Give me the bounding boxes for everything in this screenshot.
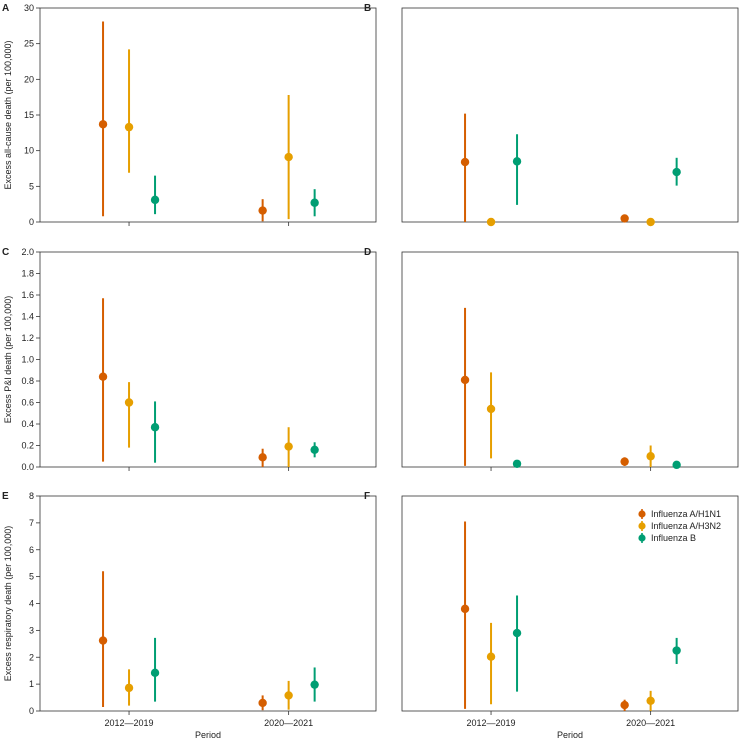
panel-e: E 0 1 2 3 4 5 6 7 8 Excess respiratory death (per … (2, 491, 377, 739)
y-tick-label: 2 (29, 652, 34, 662)
x-tick-label: 2012—2019 (105, 718, 154, 728)
data-point (258, 453, 267, 462)
y-tick-label: 0 (29, 217, 34, 227)
y-tick-label: 0.8 (21, 376, 34, 386)
data-point (646, 217, 655, 227)
x-tick-label: 2020—2021 (626, 718, 675, 728)
data-point (512, 459, 522, 468)
legend-marker (638, 534, 646, 542)
data-point (284, 442, 293, 451)
y-tick-label: 6 (29, 545, 34, 555)
panel-d: D (364, 247, 739, 471)
plot-frame (39, 7, 377, 223)
plot-frame (401, 251, 739, 468)
data-point (124, 122, 134, 132)
legend-label: Influenza A/H1N1 (651, 509, 721, 519)
y-tick-label: 20 (24, 74, 34, 84)
y-tick-label: 1.6 (21, 290, 34, 300)
data-point (486, 217, 496, 227)
panel-label: D (364, 247, 371, 258)
data-point (258, 698, 267, 708)
y-tick-label: 25 (24, 39, 34, 49)
y-tick-label: 1.0 (21, 355, 34, 365)
data-point (672, 646, 681, 655)
y-tick-label: 2.0 (21, 247, 34, 257)
data-point (150, 668, 160, 678)
panel-a: A 0 5 10 15 20 25 30 Excess all-cause death (per… (2, 3, 377, 227)
data-point (124, 683, 134, 693)
y-tick-label: 30 (24, 3, 34, 13)
data-point (124, 398, 134, 407)
data-point (284, 691, 293, 700)
data-point (310, 198, 319, 207)
panel-label: E (2, 491, 9, 502)
panel-label: C (2, 247, 9, 258)
x-axis-title: Period (195, 730, 221, 739)
data-point (460, 375, 470, 385)
legend-marker (638, 510, 646, 518)
data-point (98, 372, 108, 381)
data-point (620, 214, 629, 223)
y-tick-label: 5 (29, 181, 34, 191)
y-tick-label: 5 (29, 572, 34, 582)
y-tick-label: 15 (24, 110, 34, 120)
y-tick-label: 10 (24, 146, 34, 156)
data-point (512, 628, 522, 638)
data-point (620, 700, 629, 710)
panel-label: B (364, 3, 371, 14)
data-point (310, 445, 319, 454)
y-tick-label: 0.0 (21, 462, 34, 472)
panel-b: B (364, 3, 739, 227)
legend-label: Influenza A/H3N2 (651, 521, 721, 531)
plot-frame (401, 495, 739, 712)
data-point (284, 152, 293, 162)
data-point (98, 636, 108, 645)
y-tick-label: 1 (29, 679, 34, 689)
y-tick-label: 0 (29, 706, 34, 716)
data-point (486, 404, 496, 414)
y-tick-label: 3 (29, 625, 34, 635)
data-point (486, 652, 496, 661)
plot-frame (39, 251, 377, 468)
data-point (646, 452, 655, 461)
data-point (310, 680, 319, 689)
panel-label: A (2, 3, 9, 14)
y-tick-label: 8 (29, 491, 34, 501)
data-point (646, 696, 655, 705)
y-tick-label: 7 (29, 518, 34, 528)
panel-f: F 2012—2019 2020—2021 Period Influenza A/H1N… (364, 491, 739, 739)
y-tick-label: 0.6 (21, 398, 34, 408)
y-tick-label: 1.2 (21, 333, 34, 343)
data-point (150, 195, 160, 205)
y-tick-label: 4 (29, 599, 34, 609)
x-axis-title: Period (557, 730, 583, 739)
plot-frame (39, 495, 377, 712)
data-point (460, 604, 470, 614)
y-tick-label: 0.2 (21, 441, 34, 451)
data-point (512, 157, 522, 166)
y-axis-title: Excess respiratory death (per 100,000) (3, 526, 13, 682)
plot-frame (401, 7, 739, 223)
x-tick-label: 2020—2021 (264, 718, 313, 728)
data-point (672, 167, 681, 177)
y-tick-label: 1.8 (21, 269, 34, 279)
y-axis-title: Excess all-cause death (per 100,000) (3, 40, 13, 189)
y-axis-title: Excess P&I death (per 100,000) (3, 296, 13, 424)
legend: Influenza A/H1N1 Influenza A/H3N2 Influenz… (638, 509, 721, 543)
legend-label: Influenza B (651, 533, 696, 543)
legend-marker (638, 522, 646, 530)
data-point (98, 120, 108, 129)
x-tick-label: 2012—2019 (467, 718, 516, 728)
y-tick-label: 1.4 (21, 312, 34, 322)
data-point (672, 460, 681, 470)
data-point (258, 206, 267, 215)
data-point (460, 157, 470, 167)
panel-label: F (364, 491, 370, 502)
data-point (150, 423, 160, 432)
data-point (620, 457, 629, 466)
y-tick-label: 0.4 (21, 419, 34, 429)
panel-c: C 0.0 0.2 0.4 0.6 0.8 1.0 1.2 1.4 1.6 1.8 2.0 Excess… (2, 247, 377, 472)
